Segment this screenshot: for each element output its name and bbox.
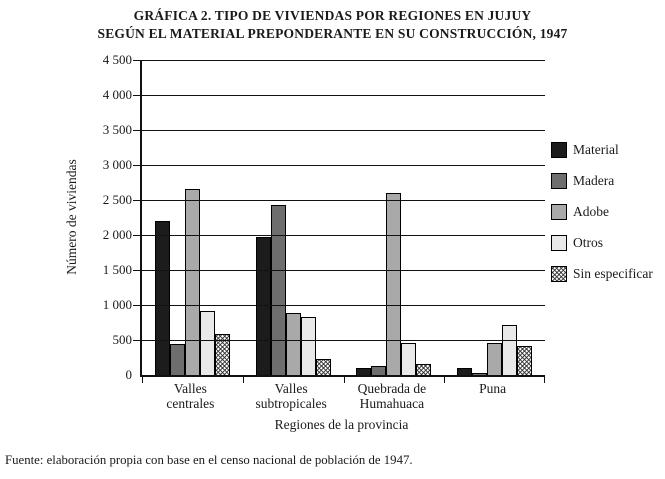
- legend: Material Madera Adobe Otros Sin especificar: [551, 142, 653, 282]
- bar-group-puna: [444, 60, 545, 375]
- bar-group-valles-centrales: [142, 60, 243, 375]
- y-tick-label-3500: 3 500: [102, 121, 132, 137]
- legend-swatch-sin-especificar: [551, 266, 567, 282]
- y-tick-label-1000: 1 000: [102, 297, 132, 312]
- y-tick-mark-500: [133, 340, 140, 342]
- legend-label-adobe: Adobe: [573, 204, 609, 219]
- y-tick-label-4500: 4 500: [102, 52, 132, 67]
- x-category-label-line: Quebrada de: [357, 381, 427, 396]
- x-category-label-puna: Puna: [442, 381, 543, 411]
- chart-title-line1: GRÁFICA 2. TIPO DE VIVIENDAS POR REGIONE…: [133, 8, 532, 23]
- gridline-3000: [142, 165, 545, 167]
- y-tick-mark-1000: [133, 305, 140, 307]
- y-tick-mark-3500: [133, 130, 140, 131]
- legend-label-material: Material: [573, 142, 619, 157]
- y-tick-mark-1500: [133, 270, 140, 272]
- bar-madera-puna: [472, 373, 488, 375]
- bar-sin-especificar-valles-subtropicales: [315, 358, 331, 375]
- y-tick-label-1500: 1 500: [102, 261, 132, 277]
- bar-otros-valles-subtropicales: [300, 316, 316, 375]
- gridline-2000: [142, 235, 545, 237]
- y-tick-mark-4500: [133, 60, 140, 61]
- gridline-3500: [142, 130, 545, 131]
- bar-adobe-valles-centrales: [184, 188, 200, 375]
- y-tick-label-3000: 3 000: [102, 156, 132, 172]
- x-category-label-line: Humahuaca: [359, 396, 425, 411]
- gridline-500: [142, 340, 545, 342]
- chart-title-line2: SEGÚN EL MATERIAL PREPONDERANTE EN SU CO…: [97, 25, 568, 41]
- bar-material-valles-subtropicales: [255, 237, 271, 375]
- bar-sin-especificar-puna: [517, 345, 533, 375]
- gridline-4000: [142, 95, 545, 97]
- gridline-1500: [142, 270, 545, 272]
- y-tick-mark-2500: [133, 200, 140, 201]
- legend-item-madera: Madera: [551, 173, 653, 189]
- x-category-label-quebrada-de-humahuaca: Quebrada de Humahuaca: [342, 381, 443, 411]
- legend-label-sin-especificar: Sin especificar: [573, 266, 653, 281]
- y-tick-label-0: 0: [125, 367, 133, 382]
- x-category-label-line: subtropicales: [255, 396, 327, 411]
- y-tick-label-2500: 2 500: [102, 191, 132, 207]
- legend-swatch-otros: [551, 235, 567, 251]
- y-tick-label-2000: 2 000: [102, 227, 132, 242]
- bar-otros-quebrada-de-humahuaca: [401, 342, 417, 375]
- x-category-label-valles-subtropicales: Valles subtropicales: [241, 381, 342, 411]
- x-tick-mark-0: [142, 377, 143, 383]
- legend-label-madera: Madera: [573, 173, 615, 188]
- bar-otros-valles-centrales: [199, 311, 215, 375]
- legend-label-otros: Otros: [573, 235, 603, 250]
- legend-item-otros: Otros: [551, 235, 653, 251]
- x-category-label-line: centrales: [166, 396, 215, 411]
- y-tick-mark-4000: [133, 95, 140, 97]
- bar-madera-valles-subtropicales: [270, 204, 286, 375]
- bar-material-valles-centrales: [154, 221, 170, 375]
- legend-item-adobe: Adobe: [551, 204, 653, 220]
- bar-adobe-puna: [487, 342, 503, 375]
- x-category-label-line: Valles: [173, 381, 207, 396]
- x-axis-label: Regiones de la provincia: [274, 417, 409, 432]
- bar-group-quebrada-de-humahuaca: [344, 60, 445, 375]
- x-tick-mark-3: [444, 377, 446, 383]
- bar-otros-puna: [502, 324, 518, 375]
- bar-madera-valles-centrales: [169, 343, 185, 375]
- bar-sin-especificar-quebrada-de-humahuaca: [416, 363, 432, 375]
- source-note: Fuente: elaboración propia con base en e…: [5, 453, 413, 467]
- x-tick-mark-1: [242, 377, 244, 383]
- legend-swatch-material: [551, 142, 567, 158]
- legend-item-material: Material: [551, 142, 653, 158]
- gridline-1000: [142, 305, 545, 307]
- y-tick-mark-3000: [133, 165, 140, 167]
- chart-title: GRÁFICA 2. TIPO DE VIVIENDAS POR REGIONE…: [0, 7, 665, 42]
- bar-material-puna: [457, 368, 473, 375]
- bar-madera-quebrada-de-humahuaca: [371, 365, 387, 375]
- plot-area: [133, 60, 545, 383]
- bar-group-valles-subtropicales: [243, 60, 344, 375]
- gridline-2500: [142, 200, 545, 201]
- x-axis-category-labels: Valles centrales Valles subtropicales Quebra…: [140, 381, 543, 411]
- legend-swatch-madera: [551, 173, 567, 189]
- x-category-label-valles-centrales: Valles centrales: [140, 381, 241, 411]
- gridline-4500: [142, 60, 545, 61]
- legend-swatch-adobe: [551, 204, 567, 220]
- x-category-label-line: Valles: [274, 381, 308, 396]
- legend-item-sin-especificar: Sin especificar: [551, 266, 653, 282]
- x-tick-mark-2: [343, 377, 345, 383]
- x-tick-mark-4: [544, 377, 545, 383]
- x-category-label-line: Puna: [479, 381, 507, 396]
- y-tick-label-4000: 4 000: [102, 86, 132, 102]
- bar-adobe-valles-subtropicales: [285, 313, 301, 375]
- bar-sin-especificar-valles-centrales: [214, 334, 230, 375]
- y-tick-label-500: 500: [112, 331, 133, 347]
- y-axis-tick-labels: 0 500 1 000 1 500 2 000 2 500 3 000 3 500 4 000 4…: [60, 52, 133, 382]
- bar-adobe-quebrada-de-humahuaca: [386, 193, 402, 375]
- bar-material-quebrada-de-humahuaca: [356, 368, 372, 375]
- bar-series-container: [142, 60, 545, 375]
- y-tick-mark-2000: [133, 235, 140, 237]
